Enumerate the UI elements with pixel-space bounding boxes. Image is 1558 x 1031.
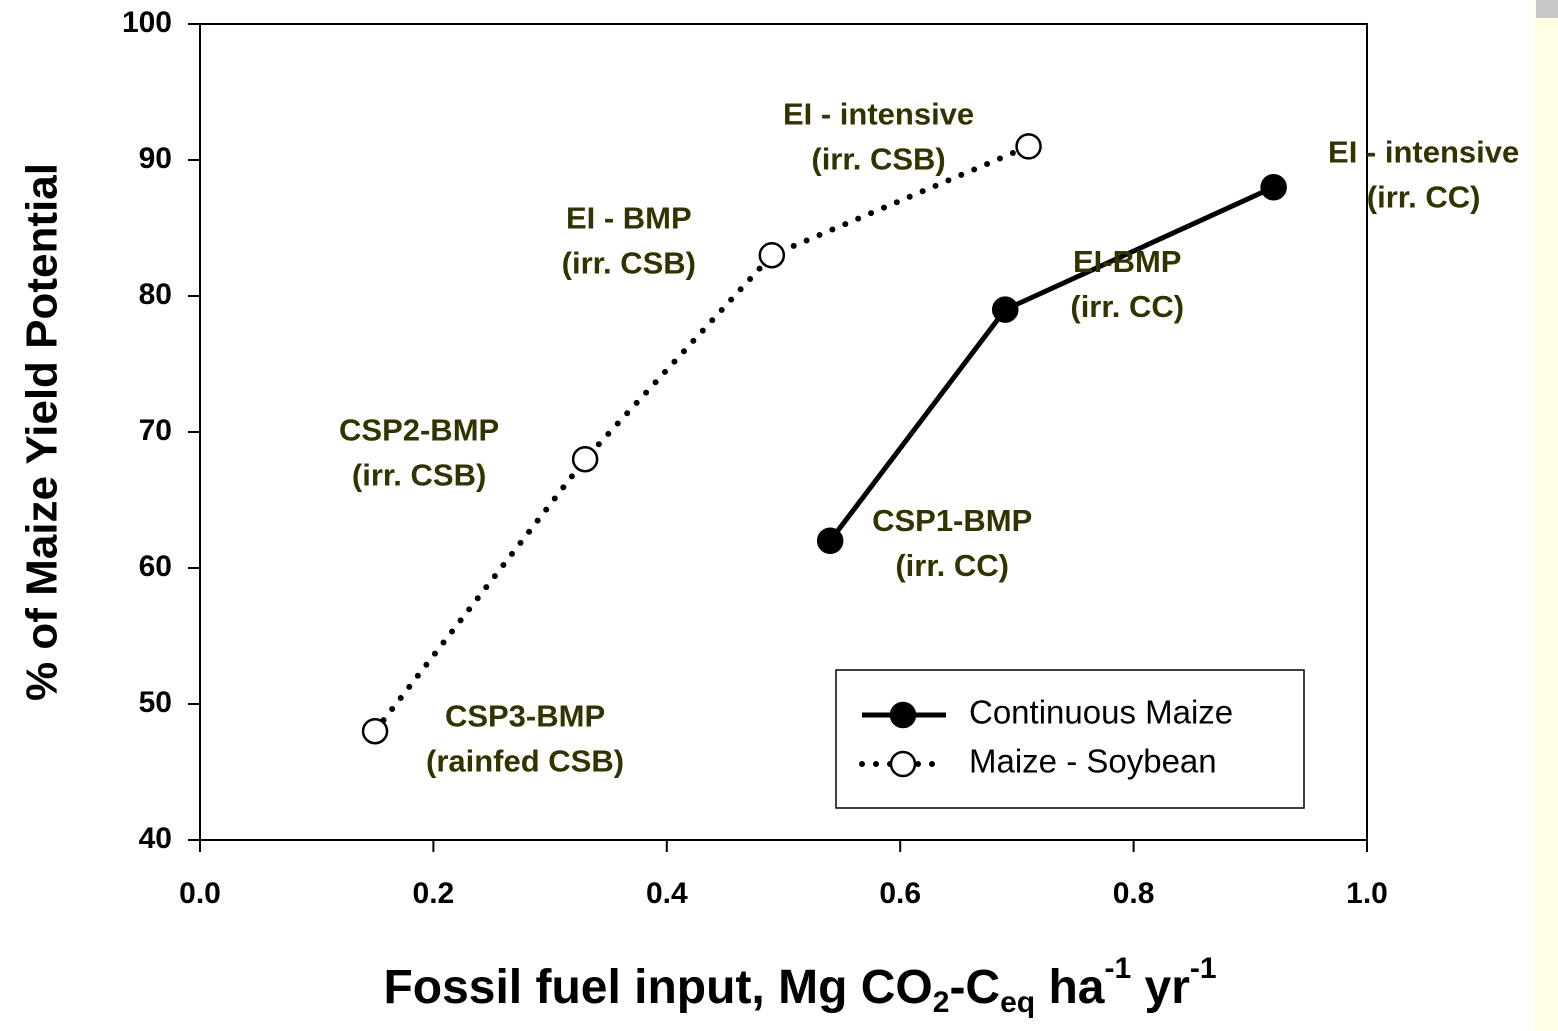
point-label: EI-BMP [1073, 244, 1182, 279]
x-axis-label: Fossil fuel input, Mg CO2-Ceq ha-1 yr-1 [383, 952, 1216, 1019]
y-tick-label: 60 [139, 550, 172, 583]
data-point [816, 527, 844, 555]
data-point [1015, 133, 1042, 160]
x-tick-label: 0.4 [646, 877, 688, 910]
side-strip [1534, 0, 1558, 1031]
point-label: CSP2-BMP [339, 412, 499, 447]
y-tick-label: 70 [139, 414, 172, 447]
legend-marker [889, 750, 917, 778]
side-block [1536, 0, 1558, 18]
point-label: EI - BMP [566, 200, 692, 235]
x-tick-label: 0.6 [879, 877, 921, 910]
legend-label: Maize - Soybean [969, 743, 1217, 780]
x-label-sup: -1 [1190, 952, 1217, 985]
x-label-sup: -1 [1104, 952, 1131, 985]
y-tick-label: 50 [139, 686, 172, 719]
x-label-sub: eq [1000, 986, 1035, 1019]
data-point [991, 296, 1019, 323]
data-point [1260, 173, 1287, 201]
legend-label: Continuous Maize [969, 694, 1233, 731]
x-tick-label: 0.2 [413, 877, 455, 910]
x-label-part: -C [949, 961, 1000, 1014]
point-label: CSP1-BMP [872, 503, 1032, 538]
x-label-part: yr [1131, 961, 1190, 1014]
x-tick-label: 0.0 [179, 877, 221, 910]
y-tick-label: 80 [139, 278, 172, 311]
point-label: EI - intensive [1328, 134, 1519, 169]
point-label: EI - intensive [783, 97, 974, 132]
y-tick-label: 100 [122, 6, 172, 39]
data-point [571, 445, 599, 473]
point-label: (rainfed CSB) [426, 743, 624, 778]
x-label-part: Fossil fuel input, Mg CO [383, 961, 932, 1014]
data-point [361, 717, 389, 745]
series-line [828, 184, 1275, 543]
point-label: (irr. CSB) [811, 142, 945, 177]
data-point [758, 241, 786, 269]
x-tick-label: 1.0 [1346, 877, 1388, 910]
point-label: (irr. CC) [1070, 289, 1184, 324]
y-tick-label: 40 [139, 822, 172, 855]
y-tick-label: 90 [139, 142, 172, 175]
legend-marker [889, 701, 917, 729]
y-axis-label: % of Maize Yield Potential [18, 163, 67, 701]
point-label: (irr. CSB) [352, 457, 486, 492]
x-label-sub: 2 [933, 986, 950, 1019]
point-label: (irr. CSB) [562, 245, 696, 280]
point-label: (irr. CC) [895, 548, 1009, 583]
x-tick-label: 0.8 [1113, 877, 1155, 910]
legend-box [835, 669, 1305, 809]
point-label: CSP3-BMP [445, 698, 605, 733]
x-label-part: ha [1035, 961, 1105, 1014]
point-label: (irr. CC) [1367, 179, 1481, 214]
